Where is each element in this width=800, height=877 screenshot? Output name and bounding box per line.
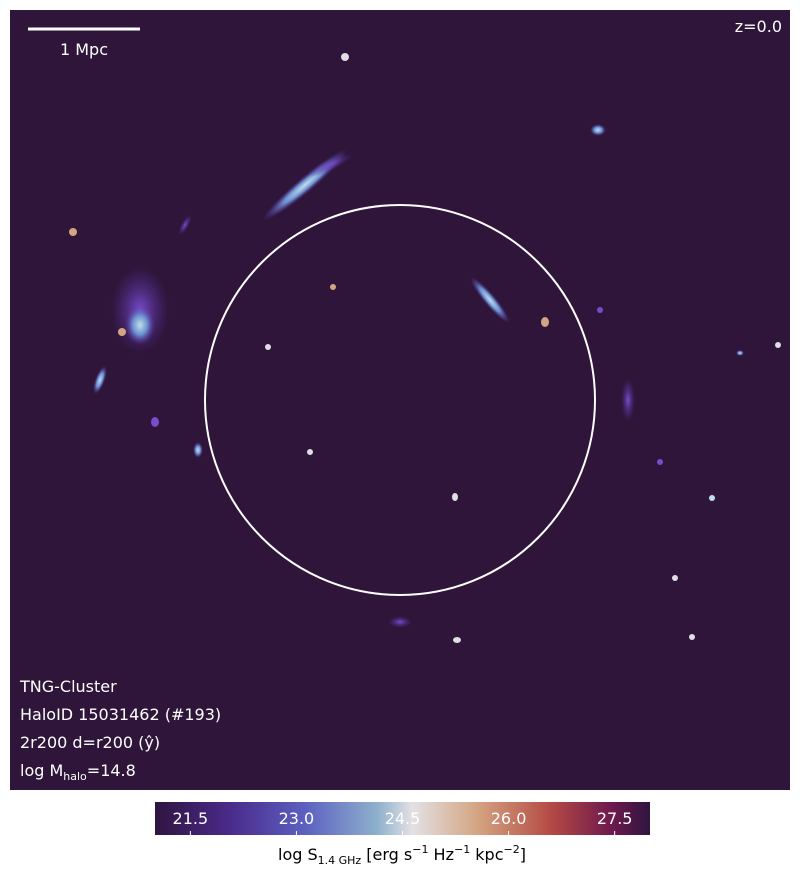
colorbar-tick-label: 23.0 bbox=[279, 809, 315, 828]
map-background bbox=[10, 10, 790, 790]
colorbar-label: log S1.4 GHz [erg s−1 Hz−1 kpc−2] bbox=[278, 843, 526, 867]
info-text: TNG-Cluster bbox=[19, 677, 117, 696]
text-part: log M bbox=[20, 761, 63, 780]
scale-label: 1 Mpc bbox=[60, 40, 108, 59]
subscript: halo bbox=[63, 770, 87, 783]
colorbar bbox=[155, 802, 650, 835]
superscript: −1 bbox=[412, 843, 428, 856]
colorbar-tick-label: 24.5 bbox=[385, 809, 421, 828]
colorbar-tick-label: 21.5 bbox=[173, 809, 209, 828]
colorbar-tick-label: 26.0 bbox=[491, 809, 527, 828]
info-text: log Mhalo=14.8 bbox=[20, 761, 136, 783]
text-part: ] bbox=[520, 845, 526, 864]
subscript: 1.4 GHz bbox=[318, 854, 362, 867]
text-part: kpc bbox=[470, 845, 503, 864]
r200-circle bbox=[204, 204, 596, 596]
redshift: z=0.0 bbox=[735, 17, 782, 36]
text-part: log S bbox=[278, 845, 318, 864]
colorbar-tick-label: 27.5 bbox=[597, 809, 633, 828]
info-text: HaloID 15031462 (#193) bbox=[20, 705, 221, 724]
info-text: 2r200 d=r200 (ŷ) bbox=[20, 733, 160, 752]
text-part: =14.8 bbox=[87, 761, 136, 780]
emission bbox=[69, 53, 781, 643]
superscript: −1 bbox=[454, 843, 470, 856]
superscript: −2 bbox=[504, 843, 520, 856]
text-part: Hz bbox=[428, 845, 454, 864]
text-part: [erg s bbox=[361, 845, 412, 864]
